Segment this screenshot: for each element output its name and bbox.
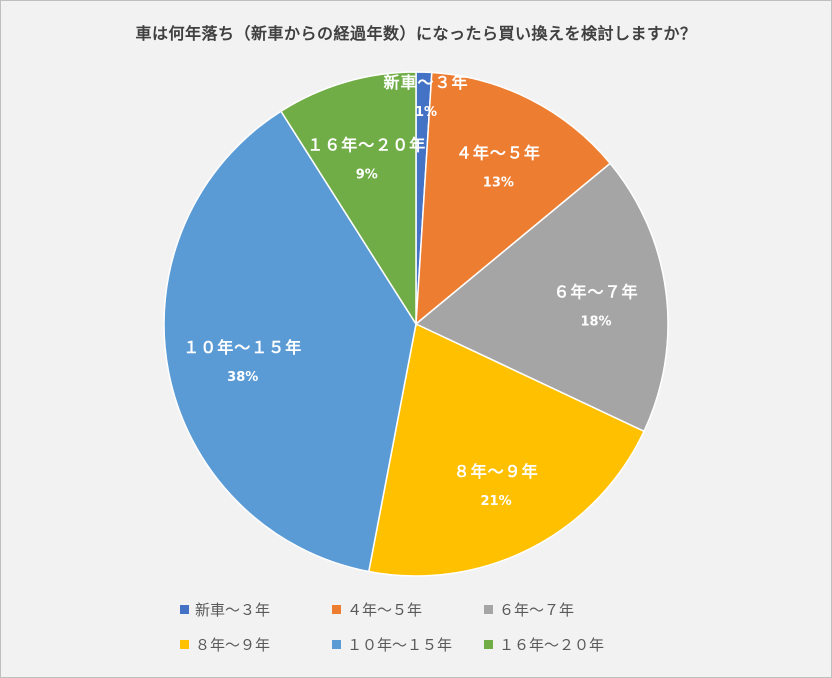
legend-label: ４年～５年 bbox=[347, 600, 423, 619]
pie-slice-3 bbox=[414, 162, 669, 433]
legend-item: １０年～１５年 bbox=[332, 633, 484, 655]
data-label-value: 38% bbox=[227, 370, 258, 385]
data-label-name: ６年～７年 bbox=[554, 282, 639, 301]
data-label-2: ４年～５年 13% bbox=[456, 143, 541, 190]
legend-swatch bbox=[332, 639, 341, 649]
legend-swatch bbox=[484, 604, 493, 614]
legend-swatch bbox=[332, 604, 341, 614]
legend-label: １６年～２０年 bbox=[499, 635, 605, 654]
legend-label: １０年～１５年 bbox=[347, 635, 453, 654]
legend-label: ６年～７年 bbox=[499, 600, 575, 619]
legend-swatch bbox=[180, 604, 189, 614]
data-label-6: １６年～２０年 9% bbox=[307, 136, 426, 183]
legend-item: 新車～３年 bbox=[180, 598, 332, 620]
data-label-name: 新車～３年 bbox=[383, 73, 468, 92]
data-label-5: １０年～１５年 38% bbox=[183, 338, 302, 385]
data-label-value: 13% bbox=[483, 175, 514, 190]
legend-label: ８年～９年 bbox=[195, 635, 271, 654]
legend-label: 新車～３年 bbox=[195, 600, 271, 619]
data-label-name: ４年～５年 bbox=[456, 143, 541, 162]
pie-slice-5 bbox=[163, 110, 417, 573]
chart-title: 車は何年落ち（新車からの経過年数）になったら買い換えを検討しますか？ bbox=[135, 24, 697, 43]
legend-item: １６年～２０年 bbox=[484, 633, 654, 655]
legend-swatch bbox=[484, 639, 493, 649]
legend-item: ８年～９年 bbox=[180, 633, 332, 655]
pie-slice-2 bbox=[415, 71, 612, 326]
data-label-value: 9% bbox=[356, 168, 378, 183]
pie-slice-4 bbox=[367, 322, 646, 577]
legend-swatch bbox=[180, 639, 189, 649]
data-label-value: 1% bbox=[415, 105, 437, 120]
legend-item: ６年～７年 bbox=[484, 598, 654, 620]
data-label-4: ８年～９年 21% bbox=[454, 462, 539, 509]
data-label-name: １０年～１５年 bbox=[183, 338, 302, 357]
legend: 新車～３年 ４年～５年 ６年～７年 ８年～９年 １０年～１５年 １６年～２０年 bbox=[180, 598, 670, 655]
data-label-name: ８年～９年 bbox=[454, 462, 539, 481]
data-label-value: 21% bbox=[481, 494, 512, 509]
data-label-1: 新車～３年 1% bbox=[383, 73, 468, 120]
data-label-value: 18% bbox=[580, 314, 611, 329]
pie-slice-6 bbox=[279, 71, 417, 327]
data-label-3: ６年～７年 18% bbox=[554, 282, 639, 329]
data-label-name: １６年～２０年 bbox=[307, 136, 426, 155]
legend-item: ４年～５年 bbox=[332, 598, 484, 620]
